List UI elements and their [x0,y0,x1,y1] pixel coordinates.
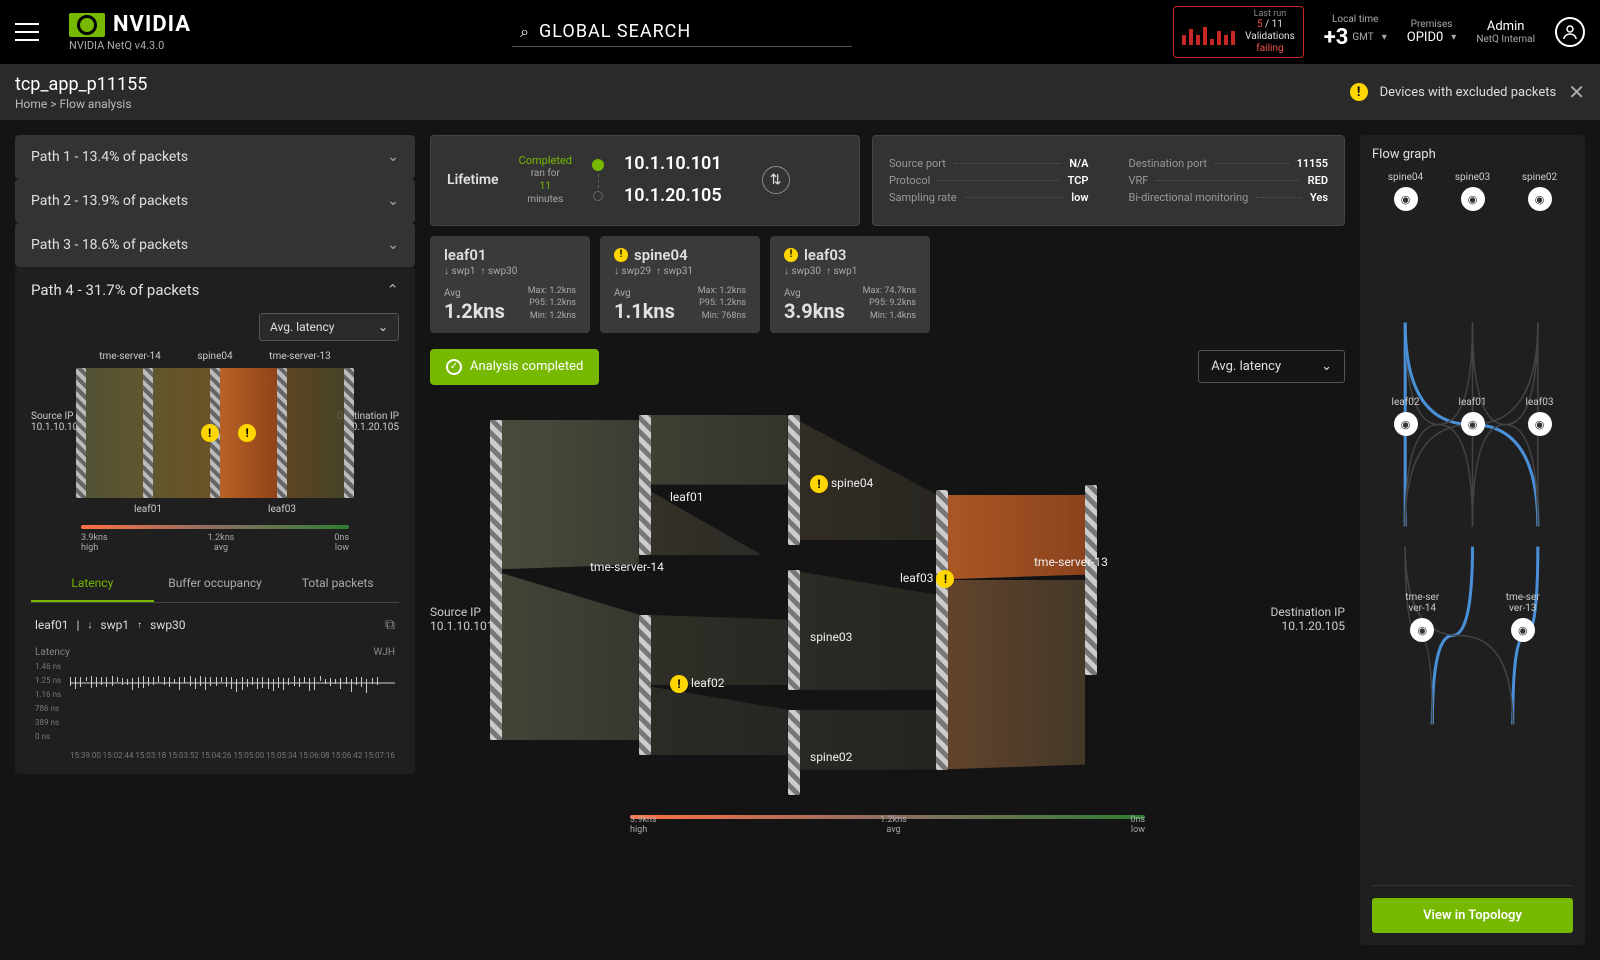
search-input[interactable] [539,21,844,42]
node-card[interactable]: !spine04 ↓ swp29 ↑ swp31 Avg1.1kns Max: … [600,236,760,333]
path-card-active[interactable]: Path 4 - 31.7% of packets⌃ Avg. latency⌄… [15,267,415,774]
tab-total-packets[interactable]: Total packets [276,566,399,602]
topology-node[interactable]: spine04◉ [1386,172,1426,211]
topology-node[interactable]: spine03◉ [1453,172,1493,211]
topology-node[interactable]: leaf02◉ [1386,397,1426,436]
flow-graph-panel: Flow graph spine04◉ spine03◉ spine02◉ leaf0… [1360,135,1585,945]
global-search[interactable]: ⌕ [512,17,852,47]
path-card[interactable]: Path 2 - 13.9% of packets⌄ [15,179,415,223]
source-ip: 10.1.10.101 [624,148,722,180]
breadcrumb-page[interactable]: Flow analysis [60,97,132,111]
path-card[interactable]: Path 3 - 18.6% of packets⌄ [15,223,415,267]
user-menu[interactable]: Admin NetQ Internal [1476,19,1535,45]
check-icon: ✓ [446,359,462,375]
connection-viz [592,159,604,201]
validations-widget[interactable]: Last run 5 / 11 Validations failing [1173,6,1304,59]
latency-dropdown[interactable]: Avg. latency⌄ [1198,350,1345,383]
path-card[interactable]: Path 1 - 13.4% of packets⌄ [15,135,415,179]
node-card[interactable]: !leaf03 ↓ swp30 ↑ swp1 Avg3.9kns Max: 74… [770,236,930,333]
user-avatar-icon[interactable] [1555,17,1585,47]
flow-details-panel: Source portN/A Destination port11155 Pro… [872,135,1345,226]
brand-text: NVIDIA [113,12,191,37]
flow-graph-title: Flow graph [1372,147,1573,162]
logo-area: NVIDIA NVIDIA NetQ v4.3.0 [69,12,191,52]
search-icon: ⌕ [520,22,529,42]
tab-latency[interactable]: Latency [31,566,154,602]
app-header: NVIDIA NVIDIA NetQ v4.3.0 ⌕ Last run 5 /… [0,0,1600,64]
tab-buffer-occupancy[interactable]: Buffer occupancy [154,566,277,602]
breadcrumb: Home > Flow analysis [15,97,147,111]
menu-icon[interactable] [15,23,39,41]
product-version: NVIDIA NetQ v4.3.0 [69,39,191,52]
external-link-icon[interactable]: ⧉ [385,617,395,633]
local-time[interactable]: Local time +3GMT▾ [1324,14,1387,50]
page-subheader: tcp_app_p11155 Home > Flow analysis ! De… [0,64,1600,120]
close-icon[interactable]: ✕ [1568,80,1585,104]
premises-selector[interactable]: Premises OPID0▾ [1407,19,1457,45]
topology-node[interactable]: spine02◉ [1520,172,1560,211]
mini-latency-dropdown[interactable]: Avg. latency⌄ [259,313,399,341]
warning-icon: ! [1350,83,1368,101]
breadcrumb-home[interactable]: Home [15,97,47,111]
topology-node[interactable]: leaf03◉ [1520,397,1560,436]
analysis-status: ✓ Analysis completed [430,349,599,385]
topology-node[interactable]: tme-server-14◉ [1402,592,1442,642]
sankey-chart: Source IP10.1.10.101 Destination IP10.1.… [430,405,1345,835]
nvidia-eye-icon [69,13,105,37]
topology-node[interactable]: leaf01◉ [1453,397,1493,436]
view-topology-button[interactable]: View in Topology [1372,898,1573,933]
leaf-detail-row: leaf01| ↓swp1 ↑swp30 ⧉ [31,603,399,647]
node-card[interactable]: leaf01 ↓ swp1 ↑ swp30 Avg1.2kns Max: 1.2… [430,236,590,333]
validation-bars [1182,19,1235,45]
latency-line-chart: LatencyWJH 1.46 ns1.25 ns1.16 ns786 ns38… [31,647,399,760]
lifetime-panel: Lifetime Completed ran for11minutes 10.1… [430,135,860,226]
swap-icon[interactable]: ⇅ [762,166,790,194]
page-title: tcp_app_p11155 [15,74,147,95]
topology-node[interactable]: tme-server-13◉ [1503,592,1543,642]
warning-text: Devices with excluded packets [1380,85,1557,100]
topology-graph[interactable]: spine04◉ spine03◉ spine02◉ leaf02◉ leaf01◉ le… [1372,172,1573,886]
dest-ip: 10.1.20.105 [624,180,722,212]
